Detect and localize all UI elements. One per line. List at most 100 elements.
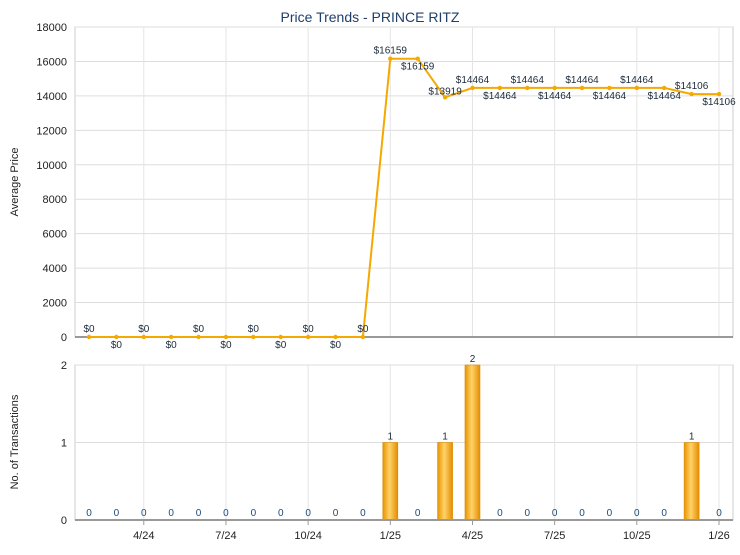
transactions-bar — [683, 442, 700, 521]
transactions-bar-label: 0 — [716, 508, 722, 519]
price-point — [662, 85, 667, 91]
price-data-label: $14464 — [593, 91, 627, 102]
price-point — [470, 85, 475, 91]
price-data-label: $0 — [83, 324, 95, 335]
transactions-bar-label: 0 — [579, 508, 585, 519]
transactions-bar-label: 0 — [114, 508, 120, 519]
price-point — [525, 85, 530, 91]
price-series-line — [89, 57, 719, 338]
price-point — [114, 334, 119, 340]
price-data-label: $14464 — [648, 91, 682, 102]
price-data-label: $16159 — [374, 46, 408, 57]
price-point — [579, 85, 585, 91]
transactions-panel: 0 1 2 0 0 0 0 0 0 0 0 0 0 0 1 0 1 2 0 0 0 0 0 0 0 1 0 4/24 7/24 10/24… — [61, 354, 734, 542]
price-point — [607, 85, 612, 91]
price-point — [223, 334, 229, 340]
x-tick-label: 10/25 — [623, 530, 651, 542]
price-panel: 0 2000 4000 6000 8000 10000 12000 14000 16000 180… — [36, 22, 736, 351]
price-y-tick-label: 18000 — [36, 22, 67, 34]
transactions-bar-label: 0 — [305, 508, 311, 519]
x-tick-label: 1/25 — [380, 530, 401, 542]
price-point — [196, 334, 201, 340]
price-y-tick-label: 6000 — [43, 229, 67, 241]
x-tick-label: 10/24 — [294, 530, 322, 542]
price-data-label: $0 — [111, 340, 123, 351]
price-data-label: $0 — [138, 324, 150, 335]
transactions-bar-label: 0 — [333, 508, 339, 519]
price-data-label: $0 — [193, 324, 205, 335]
price-y-tick-label: 14000 — [36, 91, 67, 103]
x-tick-label: 7/24 — [215, 530, 236, 542]
price-point — [168, 334, 174, 340]
transactions-bar-label: 2 — [470, 354, 476, 365]
price-y-tick-label: 8000 — [43, 194, 67, 206]
transactions-bar-label: 0 — [251, 508, 257, 519]
transactions-bar-label: 1 — [388, 432, 394, 443]
transactions-bar — [437, 442, 453, 521]
price-point — [497, 85, 503, 91]
transactions-bar-label: 0 — [278, 508, 284, 519]
transactions-bar-label: 0 — [497, 508, 503, 519]
transactions-bar-label: 0 — [168, 508, 174, 519]
price-data-label: $14464 — [620, 75, 654, 86]
price-point — [388, 56, 393, 61]
price-data-label: $0 — [220, 340, 232, 351]
transactions-y-tick-label: 1 — [61, 438, 67, 450]
price-point — [360, 334, 366, 340]
chart-title: Price Trends - PRINCE RITZ — [281, 9, 460, 25]
price-point — [305, 334, 311, 340]
price-point — [716, 91, 722, 97]
price-data-label: $0 — [303, 324, 315, 335]
price-y-tick-label: 12000 — [36, 125, 67, 137]
price-y-tick-label: 16000 — [36, 56, 67, 68]
price-data-label: $14464 — [565, 75, 599, 86]
price-data-label: $0 — [357, 324, 369, 335]
transactions-bar-label: 0 — [223, 508, 229, 519]
price-data-label: $0 — [330, 340, 342, 351]
price-data-label: $0 — [275, 340, 287, 351]
price-point — [689, 91, 694, 97]
price-data-label: $0 — [248, 324, 260, 335]
transactions-bar-label: 0 — [415, 508, 421, 519]
price-point — [415, 56, 420, 61]
price-y-tick-label: 10000 — [36, 160, 67, 172]
price-data-label: $14464 — [511, 75, 545, 86]
price-point — [333, 334, 338, 340]
x-tick-label: 4/25 — [462, 530, 483, 542]
transactions-bar-label: 0 — [634, 508, 640, 519]
price-data-label: $0 — [166, 340, 178, 351]
transactions-bar — [464, 364, 481, 521]
price-plot-area — [74, 26, 734, 338]
price-data-label: $16159 — [401, 62, 435, 73]
price-point — [141, 334, 146, 340]
transactions-bar-label: 1 — [442, 432, 448, 443]
price-point — [442, 95, 448, 100]
price-point — [278, 334, 283, 340]
transactions-bar — [382, 442, 399, 521]
transactions-y-axis-label: No. of Transactions — [9, 394, 21, 489]
transactions-bar-label: 0 — [360, 508, 366, 519]
price-data-label: $14464 — [483, 91, 517, 102]
x-tick-label: 1/26 — [708, 530, 729, 542]
price-point — [552, 85, 557, 91]
price-y-tick-label: 2000 — [43, 298, 67, 310]
transactions-bar-label: 0 — [661, 508, 667, 519]
transactions-y-tick-label: 2 — [61, 360, 67, 372]
transactions-bar-label: 1 — [689, 432, 695, 443]
price-data-label: $14106 — [702, 97, 736, 108]
x-tick-label: 4/24 — [133, 530, 154, 542]
price-y-axis-label: Average Price — [9, 148, 21, 217]
transactions-bar-label: 0 — [552, 508, 558, 519]
price-point — [86, 334, 92, 340]
transactions-bar-label: 0 — [524, 508, 530, 519]
x-tick-label: 7/25 — [544, 530, 565, 542]
transactions-bar-label: 0 — [196, 508, 202, 519]
transactions-bar-label: 0 — [141, 508, 147, 519]
price-y-tick-label: 0 — [61, 332, 67, 344]
price-data-label: $14464 — [456, 75, 490, 86]
price-point — [634, 85, 640, 91]
transactions-bar-label: 0 — [86, 508, 92, 519]
price-data-label: $14106 — [675, 81, 709, 92]
